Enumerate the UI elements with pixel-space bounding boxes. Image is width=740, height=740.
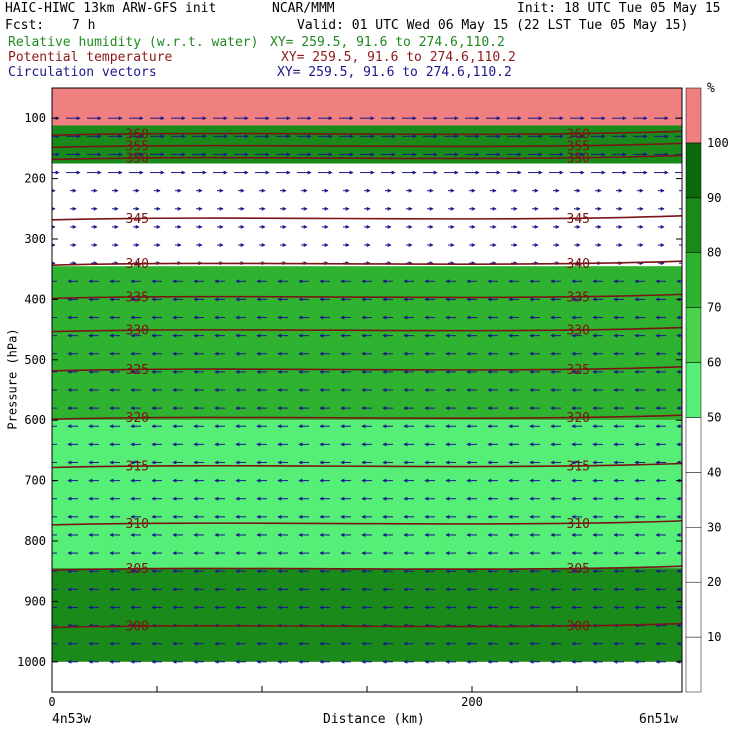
y-tick-label-400: 400 [24,292,46,306]
colorbar-label-10: 10 [707,630,721,644]
model-title: HAIC-HIWC 13km ARW-GFS init [5,1,217,16]
x-left-end-label: 4n53w [52,712,92,727]
colorbar-box-0 [685,636,702,693]
theta-label-320-1: 320 [567,411,590,426]
theta-contour-315 [52,462,682,469]
colorbar-box-7 [685,252,702,308]
fcst-label: Fcst: [5,18,45,33]
theta-label-305-1: 305 [567,562,590,577]
theta-label-340-0: 340 [126,257,149,272]
theta-label-350-0: 350 [126,151,149,166]
colorbar-label-40: 40 [707,465,721,479]
rh-band-3 [52,266,682,421]
theta-label-360-0: 360 [126,127,149,142]
theta-label-315-0: 315 [126,460,149,475]
colorbar-label-20: 20 [707,575,721,589]
colorbar-label-60: 60 [707,356,721,370]
y-tick-label-900: 900 [24,594,46,608]
colorbar-unit: % [707,81,715,96]
theta-label-310-0: 310 [126,517,149,532]
colorbar-box-2 [685,527,702,583]
theta-label-300-1: 300 [567,620,590,635]
theta-label-310-1: 310 [567,517,590,532]
field-vec-name: Circulation vectors [8,65,157,80]
theta-label-335-0: 335 [126,290,149,305]
colorbar-box-8 [685,197,702,253]
y-tick-label-600: 600 [24,413,46,427]
theta-contour-310 [52,520,682,526]
rh-band-0 [52,88,682,126]
colorbar-box-9 [685,142,702,199]
theta-label-360-1: 360 [567,127,590,142]
x-axis-label: Distance (km) [323,712,425,727]
y-tick-label-200: 200 [24,172,46,186]
theta-contour-335 [52,293,682,300]
theta-label-355-1: 355 [567,139,590,154]
theta-label-320-0: 320 [126,411,149,426]
colorbar-label-80: 80 [707,246,721,260]
theta-label-305-0: 305 [126,562,149,577]
colorbar-label-70: 70 [707,301,721,315]
theta-label-350-1: 350 [567,151,590,166]
theta-contour-320 [52,414,682,420]
theta-contour-355 [52,142,682,149]
theta-label-300-0: 300 [126,620,149,635]
theta-contour-300 [52,622,682,629]
theta-label-340-1: 340 [567,257,590,272]
y-tick-label-100: 100 [24,111,46,125]
field-rh-name: Relative humidity (w.r.t. water) [8,35,259,50]
y-tick-label-700: 700 [24,474,46,488]
colorbar-box-4 [685,417,702,473]
colorbar-box-1 [685,581,702,638]
y-tick-label-300: 300 [24,232,46,246]
theta-contour-350 [52,154,682,161]
valid-label: Valid: 01 UTC Wed 06 May 15 (22 LST Tue … [297,18,689,33]
init-label: Init: 18 UTC Tue 05 May 15 [517,1,721,16]
theta-label-330-1: 330 [567,324,590,339]
theta-label-345-1: 345 [567,212,590,227]
rh-band-2 [52,163,682,267]
colorbar-box-5 [685,362,702,418]
theta-label-355-0: 355 [126,139,149,154]
theta-contour-330 [52,326,682,333]
colorbar-label-30: 30 [707,520,721,534]
colorbar-box-6 [685,307,702,363]
field-vec-xy: XY= 259.5, 91.6 to 274.6,110.2 [277,65,512,80]
rh-band-4 [52,420,682,569]
theta-label-335-1: 335 [567,290,590,305]
field-rh-xy: XY= 259.5, 91.6 to 274.6,110.2 [270,35,505,50]
theta-contour-360 [52,130,682,137]
org-label: NCAR/MMM [272,1,335,16]
field-theta-xy: XY= 259.5, 91.6 to 274.6,110.2 [281,50,516,65]
x-tick-label-0: 0 [48,695,55,709]
theta-contour-325 [52,366,682,372]
colorbar-box-3 [685,472,702,528]
field-theta-name: Potential temperature [8,50,173,65]
theta-label-325-0: 325 [126,363,149,378]
x-right-end-label: 6n51w [639,712,679,727]
y-tick-label-500: 500 [24,353,46,367]
theta-contour-345 [52,215,682,221]
y-tick-label-1000: 1000 [17,655,46,669]
y-axis-label: Pressure (hPa) [5,328,20,430]
colorbar-label-50: 50 [707,410,721,424]
theta-contour-305 [52,565,682,571]
fcst-value: 7 h [72,18,96,33]
rh-band-5 [52,568,682,662]
theta-label-315-1: 315 [567,460,590,475]
x-tick-label-200: 200 [461,695,483,709]
colorbar-box-10 [685,87,702,144]
theta-label-325-1: 325 [567,363,590,378]
theta-contour-340 [52,260,682,266]
y-tick-label-800: 800 [24,534,46,548]
colorbar-label-100: 100 [707,136,729,150]
theta-label-330-0: 330 [126,324,149,339]
colorbar-label-90: 90 [707,191,721,205]
theta-label-345-0: 345 [126,212,149,227]
